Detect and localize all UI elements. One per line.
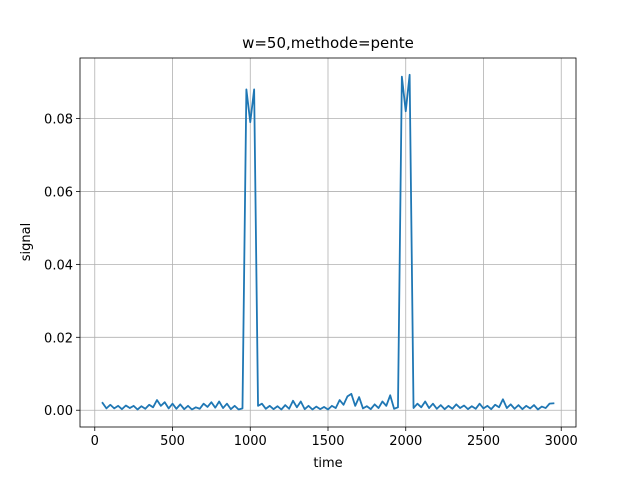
x-tick-label: 1000	[234, 434, 267, 449]
x-axis-label: time	[313, 456, 342, 471]
plot-frame	[79, 57, 577, 428]
x-tick-label: 1500	[311, 434, 344, 449]
y-tick-label: 0.02	[44, 331, 73, 346]
x-tick-label: 2500	[467, 434, 500, 449]
y-tick-label: 0.08	[44, 113, 73, 128]
chart-title: w=50,methode=pente	[242, 34, 414, 52]
y-tick-label: 0.04	[44, 258, 73, 273]
y-tick-label: 0.06	[44, 185, 73, 200]
x-tick-label: 0	[91, 434, 99, 449]
x-tick-label: 500	[160, 434, 185, 449]
x-tick-label: 2000	[389, 434, 422, 449]
y-axis-label: signal	[19, 223, 34, 261]
x-tick-label: 3000	[545, 434, 578, 449]
y-tick-label: 0.00	[44, 404, 73, 419]
data-line	[101, 73, 555, 411]
